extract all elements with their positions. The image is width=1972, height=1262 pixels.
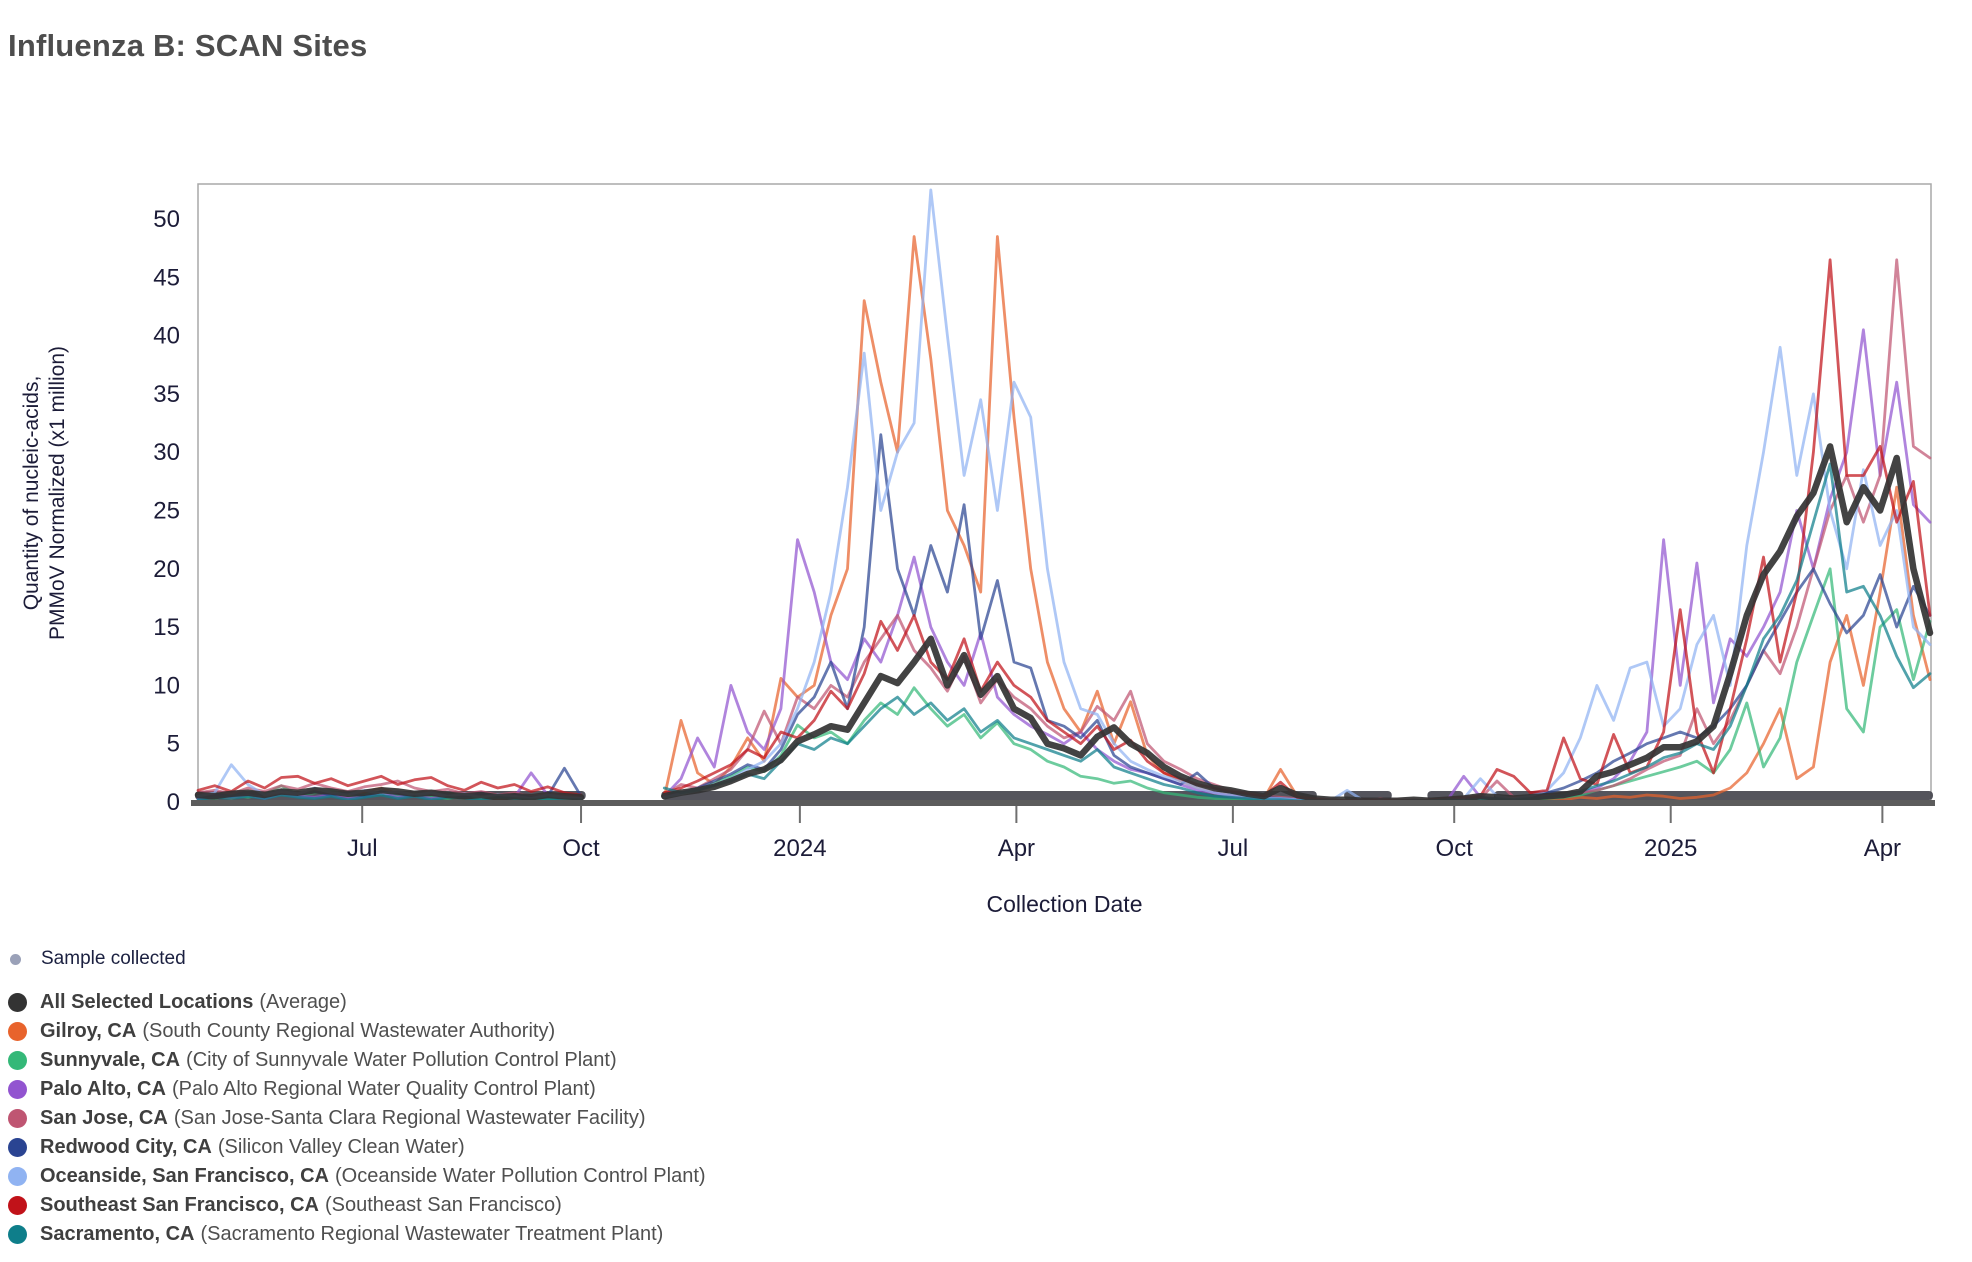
legend-item-san-jose[interactable]: San Jose, CA (San Jose-Santa Clara Regio… <box>8 1104 706 1133</box>
y-axis-tick-label: 15 <box>153 614 180 641</box>
y-axis-tick-label: 40 <box>153 323 180 350</box>
legend-item-name: Palo Alto, CA <box>40 1078 166 1100</box>
y-axis-title: Quantity of nucleic-acids, <box>20 376 43 611</box>
legend-item-desc: (Silicon Valley Clean Water) <box>217 1136 465 1158</box>
x-axis-line <box>191 800 1935 806</box>
y-axis-tick-label: 5 <box>167 731 180 758</box>
legend-item-redwood-city[interactable]: Redwood City, CA (Silicon Valley Clean W… <box>8 1133 706 1162</box>
sample-collected-label: Sample collected <box>41 948 186 969</box>
y-axis-title: PMMoV Normalized (x1 million) <box>46 346 69 640</box>
x-axis-tick-label: Jul <box>347 835 378 862</box>
x-axis-title: Collection Date <box>987 891 1143 917</box>
legend-item-name: Oceanside, San Francisco, CA <box>40 1165 329 1187</box>
legend-item-name: Sacramento, CA <box>40 1223 195 1245</box>
legend-item-desc: (Palo Alto Regional Water Quality Contro… <box>171 1078 596 1100</box>
legend-item-desc: (South County Regional Wastewater Author… <box>142 1020 556 1042</box>
legend-item-name: Southeast San Francisco, CA <box>40 1194 319 1216</box>
legend-item-name: Redwood City, CA <box>40 1136 212 1158</box>
legend-item-palo-alto[interactable]: Palo Alto, CA (Palo Alto Regional Water … <box>8 1075 706 1104</box>
legend-item-desc: (Oceanside Water Pollution Control Plant… <box>335 1165 706 1187</box>
sample-collected-dot-icon <box>10 953 21 965</box>
x-axis-tick-label: 2024 <box>773 835 826 862</box>
legend-item-name: Gilroy, CA <box>40 1020 137 1042</box>
legend-color-dot-icon <box>8 1109 27 1128</box>
y-axis-tick-label: 50 <box>153 206 180 233</box>
legend-item-all-selected-locations[interactable]: All Selected Locations (Average) <box>8 988 706 1017</box>
chart-legend: Sample collected All Selected Locations … <box>8 944 706 1249</box>
legend-item-gilroy[interactable]: Gilroy, CA (South County Regional Wastew… <box>8 1017 706 1046</box>
legend-color-dot-icon <box>8 1138 27 1157</box>
legend-color-dot-icon <box>8 1080 27 1099</box>
legend-item-sacramento[interactable]: Sacramento, CA (Sacramento Regional Wast… <box>8 1220 706 1249</box>
y-axis-tick-label: 35 <box>153 381 180 408</box>
legend-item-oceanside-sf[interactable]: Oceanside, San Francisco, CA (Oceanside … <box>8 1162 706 1191</box>
legend-item-southeast-sf[interactable]: Southeast San Francisco, CA (Southeast S… <box>8 1191 706 1220</box>
legend-item-name: Sunnyvale, CA <box>40 1049 181 1071</box>
x-axis-tick-label: 2025 <box>1644 835 1697 862</box>
legend-item-desc: (San Jose-Santa Clara Regional Wastewate… <box>173 1107 646 1129</box>
y-axis-tick-label: 25 <box>153 498 180 525</box>
x-axis-tick-label: Apr <box>1864 835 1901 862</box>
legend-item-desc: (Southeast San Francisco) <box>324 1194 562 1216</box>
y-axis-tick-label: 10 <box>153 672 180 699</box>
legend-item-desc: (Sacramento Regional Wastewater Treatmen… <box>200 1223 664 1245</box>
page-title: Influenza B: SCAN Sites <box>8 28 368 63</box>
legend-item-desc: (Average) <box>259 991 347 1013</box>
legend-color-dot-icon <box>8 1196 27 1215</box>
legend-item-name: San Jose, CA <box>40 1107 168 1129</box>
legend-item-desc: (City of Sunnyvale Water Pollution Contr… <box>186 1049 617 1071</box>
x-axis-tick-label: Jul <box>1218 835 1249 862</box>
legend-color-dot-icon <box>8 1167 27 1186</box>
y-axis-tick-label: 45 <box>153 264 180 291</box>
y-axis-tick-label: 30 <box>153 439 180 466</box>
y-axis-tick-label: 0 <box>167 789 180 816</box>
x-axis-tick-label: Oct <box>562 835 600 862</box>
legend-item-sunnyvale[interactable]: Sunnyvale, CA (City of Sunnyvale Water P… <box>8 1046 706 1075</box>
y-axis-tick-label: 20 <box>153 556 180 583</box>
influenza-b-chart: 0 5 10 15 20 25 30 35 40 45 50 Quantity of nucleic-… <box>20 183 1935 917</box>
legend-color-dot-icon <box>8 993 27 1012</box>
legend-item-name: All Selected Locations <box>40 991 254 1013</box>
x-axis-tick-label: Oct <box>1436 835 1474 862</box>
legend-item-sample-collected: Sample collected <box>8 944 706 974</box>
legend-color-dot-icon <box>8 1022 27 1041</box>
sample-collected-band <box>661 791 1317 800</box>
series-line-all-selected-locations-average[interactable] <box>194 443 1934 805</box>
legend-color-dot-icon <box>8 1225 27 1244</box>
plot-area-border <box>197 183 1932 804</box>
x-axis-tick-label: Apr <box>998 835 1035 862</box>
legend-color-dot-icon <box>8 1051 27 1070</box>
